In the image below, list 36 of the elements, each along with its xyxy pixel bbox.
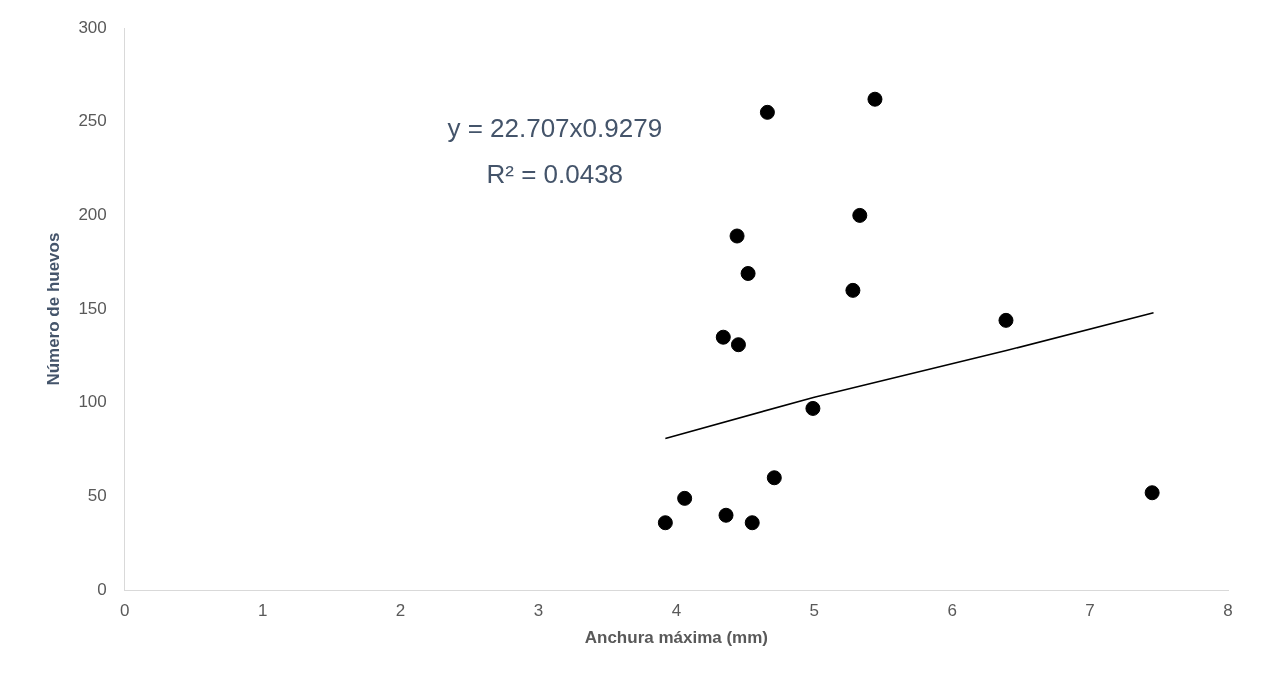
x-tick-label: 7 [1085,601,1095,621]
point [657,515,673,531]
point [718,507,734,523]
x-tick-label: 0 [120,601,130,621]
point [805,400,821,416]
point [744,515,760,531]
y-tick-label: 50 [87,486,107,506]
x-tick-label: 5 [809,601,820,621]
x-tick-label: 6 [947,601,957,621]
point [730,337,746,353]
x-tick-label: 1 [257,601,268,621]
x-tick-label: 3 [533,601,544,621]
x-tick-label: 2 [395,601,406,621]
annotation: R² = 0.0438 [486,159,624,190]
y-tick-label: 200 [78,205,107,225]
point [867,91,883,107]
y-tick-label: 150 [78,298,107,318]
x-tick-label: 4 [671,601,682,621]
point [759,104,775,120]
y-tick-label: 100 [78,392,107,412]
y-tick-label: 0 [97,579,107,599]
point [845,282,861,298]
x-tick-label: 8 [1223,601,1233,621]
y-axis-title: Número de huevos [43,232,63,386]
point [1144,485,1160,501]
point [766,470,782,486]
point [852,207,868,223]
point [677,490,693,506]
point [729,228,745,244]
point [715,329,731,345]
annotation: y = 22.707x0.9279 [447,113,663,144]
y-tick-label: 300 [78,17,107,37]
point [740,265,756,281]
y-tick-label: 250 [78,111,107,131]
point [998,312,1014,328]
x-axis-title: Anchura máxima (mm) [584,628,769,648]
